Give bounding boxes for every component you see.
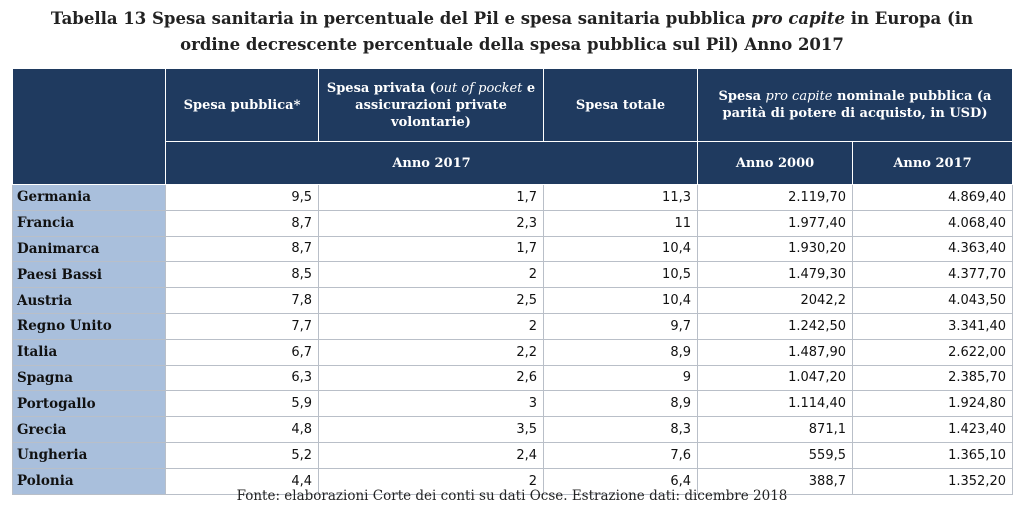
table-row: Austria 7,8 2,5 10,4 2042,2 4.043,50 (12, 287, 1013, 314)
spesa-totale-cell: 6,4 (543, 467, 698, 495)
spesa-totale-cell: 11,3 (543, 184, 698, 211)
spesa-pubblica-cell: 4,8 (165, 416, 319, 443)
table-row: Polonia 4,4 2 6,4 388,7 1.352,20 (12, 467, 1013, 495)
spesa-privata-cell: 2,5 (318, 287, 544, 314)
pro-capite-2017-cell: 4.363,40 (852, 235, 1013, 263)
spesa-privata-cell: 3,5 (318, 416, 544, 443)
pro-capite-2017-cell: 1.423,40 (852, 416, 1013, 443)
country-cell: Spagna (12, 364, 166, 392)
pro-capite-2000-cell: 2.119,70 (697, 184, 853, 211)
table-title: Tabella 13 Spesa sanitaria in percentual… (0, 6, 1024, 58)
spesa-privata-cell: 2,4 (318, 441, 544, 469)
table-row: Portogallo 5,9 3 8,9 1.114,40 1.924,80 (12, 390, 1013, 418)
spesa-pubblica-cell: 6,3 (165, 364, 319, 392)
country-cell: Polonia (12, 467, 166, 495)
spesa-totale-cell: 9 (543, 364, 698, 392)
spesa-pubblica-cell: 4,4 (165, 467, 319, 495)
spesa-totale-cell: 11 (543, 209, 698, 237)
title-line-1: Tabella 13 Spesa sanitaria in percentual… (50, 9, 974, 28)
table-row: Danimarca 8,7 1,7 10,4 1.930,20 4.363,40 (12, 235, 1013, 263)
country-cell: Austria (12, 287, 166, 314)
spesa-privata-cell: 2,6 (318, 364, 544, 392)
spesa-totale-cell: 8,9 (543, 338, 698, 366)
spesa-totale-cell: 8,9 (543, 390, 698, 418)
spesa-privata-cell: 2,2 (318, 338, 544, 366)
country-cell: Danimarca (12, 235, 166, 263)
spesa-totale-cell: 9,7 (543, 312, 698, 340)
spesa-pubblica-cell: 7,7 (165, 312, 319, 340)
pro-capite-2017-cell: 2.622,00 (852, 338, 1013, 366)
table-row: Spagna 6,3 2,6 9 1.047,20 2.385,70 (12, 364, 1013, 392)
header-anno-2017: Anno 2017 (852, 141, 1013, 185)
pro-capite-2000-cell: 388,7 (697, 467, 853, 495)
table-row: Italia 6,7 2,2 8,9 1.487,90 2.622,00 (12, 338, 1013, 366)
pro-capite-2017-cell: 4.377,70 (852, 261, 1013, 289)
spesa-totale-cell: 10,4 (543, 235, 698, 263)
spesa-pubblica-cell: 5,9 (165, 390, 319, 418)
spesa-totale-cell: 8,3 (543, 416, 698, 443)
pro-capite-2000-cell: 1.242,50 (697, 312, 853, 340)
pro-capite-2000-cell: 1.114,40 (697, 390, 853, 418)
pro-capite-2000-cell: 559,5 (697, 441, 853, 469)
spesa-privata-cell: 2 (318, 467, 544, 495)
table-row: Paesi Bassi 8,5 2 10,5 1.479,30 4.377,70 (12, 261, 1013, 289)
health-expenditure-table: Spesa pubblica* Spesa privata (out of po… (12, 68, 1013, 495)
table-row: Francia 8,7 2,3 11 1.977,40 4.068,40 (12, 209, 1013, 237)
table-row: Germania 9,5 1,7 11,3 2.119,70 4.869,40 (12, 184, 1013, 211)
country-cell: Ungheria (12, 441, 166, 469)
spesa-pubblica-cell: 5,2 (165, 441, 319, 469)
header-corner (12, 68, 166, 185)
spesa-pubblica-cell: 6,7 (165, 338, 319, 366)
header-spesa-pubblica: Spesa pubblica* (165, 68, 319, 142)
country-cell: Grecia (12, 416, 166, 443)
table-body: Germania 9,5 1,7 11,3 2.119,70 4.869,40 Franci… (12, 184, 1013, 495)
spesa-privata-cell: 2,3 (318, 209, 544, 237)
pro-capite-2000-cell: 1.930,20 (697, 235, 853, 263)
spesa-pubblica-cell: 9,5 (165, 184, 319, 211)
country-cell: Germania (12, 184, 166, 211)
spesa-privata-cell: 1,7 (318, 235, 544, 263)
pro-capite-2017-cell: 1.365,10 (852, 441, 1013, 469)
pro-capite-2000-cell: 1.047,20 (697, 364, 853, 392)
spesa-pubblica-cell: 8,5 (165, 261, 319, 289)
spesa-privata-cell: 3 (318, 390, 544, 418)
pro-capite-2017-cell: 4.068,40 (852, 209, 1013, 237)
spesa-pubblica-cell: 8,7 (165, 209, 319, 237)
header-pro-capite: Spesa pro capite nominale pubblica (a pa… (697, 68, 1013, 142)
spesa-privata-cell: 1,7 (318, 184, 544, 211)
header-anno-2017-group: Anno 2017 (165, 141, 698, 185)
table-row: Grecia 4,8 3,5 8,3 871,1 1.423,40 (12, 416, 1013, 443)
source-note: Fonte: elaborazioni Corte dei conti su d… (236, 488, 788, 504)
spesa-pubblica-cell: 7,8 (165, 287, 319, 314)
country-cell: Paesi Bassi (12, 261, 166, 289)
country-cell: Portogallo (12, 390, 166, 418)
country-cell: Regno Unito (12, 312, 166, 340)
pro-capite-2017-cell: 4.869,40 (852, 184, 1013, 211)
header-anno-2000: Anno 2000 (697, 141, 853, 185)
spesa-totale-cell: 10,5 (543, 261, 698, 289)
pro-capite-2000-cell: 871,1 (697, 416, 853, 443)
pro-capite-2017-cell: 4.043,50 (852, 287, 1013, 314)
spesa-pubblica-cell: 8,7 (165, 235, 319, 263)
pro-capite-2000-cell: 1.479,30 (697, 261, 853, 289)
pro-capite-2017-cell: 3.341,40 (852, 312, 1013, 340)
spesa-privata-cell: 2 (318, 261, 544, 289)
header-spesa-privata: Spesa privata (out of pocket e assicuraz… (318, 68, 544, 142)
pro-capite-2017-cell: 1.352,20 (852, 467, 1013, 495)
pro-capite-2017-cell: 1.924,80 (852, 390, 1013, 418)
table-row: Regno Unito 7,7 2 9,7 1.242,50 3.341,40 (12, 312, 1013, 340)
spesa-privata-cell: 2 (318, 312, 544, 340)
pro-capite-2000-cell: 1.487,90 (697, 338, 853, 366)
pro-capite-2000-cell: 2042,2 (697, 287, 853, 314)
header-spesa-totale: Spesa totale (543, 68, 698, 142)
country-cell: Italia (12, 338, 166, 366)
spesa-totale-cell: 10,4 (543, 287, 698, 314)
pro-capite-2000-cell: 1.977,40 (697, 209, 853, 237)
spesa-totale-cell: 7,6 (543, 441, 698, 469)
country-cell: Francia (12, 209, 166, 237)
title-line-2: ordine decrescente percentuale della spe… (180, 35, 844, 54)
table-row: Ungheria 5,2 2,4 7,6 559,5 1.365,10 (12, 441, 1013, 469)
pro-capite-2017-cell: 2.385,70 (852, 364, 1013, 392)
